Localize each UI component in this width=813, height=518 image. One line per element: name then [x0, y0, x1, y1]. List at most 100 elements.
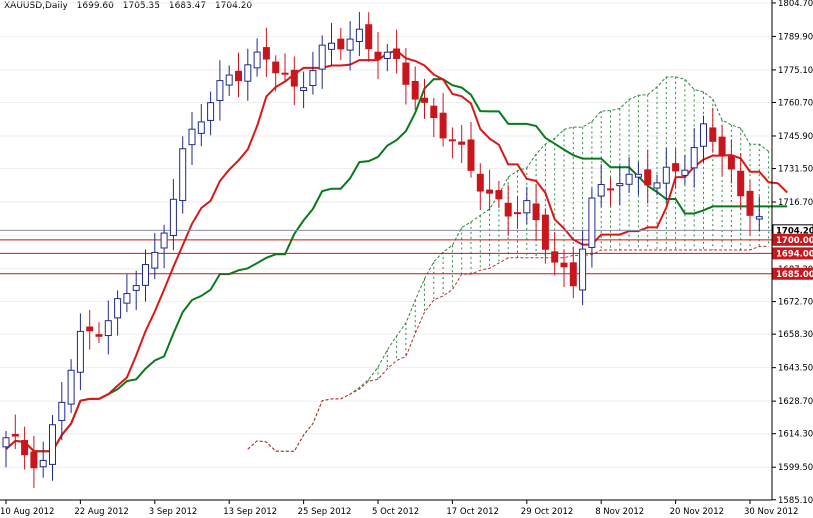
kijun-sen-line [5, 78, 788, 453]
bear-candle [95, 334, 103, 337]
bull-candle [225, 74, 233, 86]
price-tick-label: 1745.90 [778, 132, 813, 142]
bull-candle [634, 173, 642, 178]
bull-candle [142, 264, 149, 286]
bull-candle [346, 38, 354, 51]
bear-candle [486, 189, 494, 194]
bull-candle [653, 182, 661, 189]
bear-candle [532, 203, 540, 221]
price-tick-label: 1716.70 [778, 198, 813, 208]
bull-candle [207, 102, 215, 121]
bear-candle [393, 48, 401, 60]
bull-candle [681, 169, 689, 176]
bull-candle [309, 70, 317, 87]
time-tick-label: 20 Nov 2012 [670, 507, 724, 517]
bear-candle [644, 169, 652, 186]
bull-candle [383, 51, 391, 60]
bull-candle [67, 369, 75, 405]
bear-candle [21, 440, 29, 456]
level-price-tag [772, 267, 813, 280]
bull-candle [179, 148, 187, 202]
bear-candle [746, 190, 754, 216]
price-tick-label: 1804.70 [778, 0, 813, 9]
bull-candle [76, 330, 84, 373]
price-tick-label: 1599.50 [778, 463, 813, 473]
bear-candle [374, 51, 382, 60]
low-value: 1683.47 [168, 1, 207, 11]
time-tick-label: 8 Nov 2012 [595, 507, 644, 517]
high-value: 1705.35 [122, 1, 160, 11]
symbol-label: XAUUSD,Daily [4, 1, 68, 11]
time-tick-label: 10 Aug 2012 [0, 507, 54, 517]
bull-candle [588, 197, 596, 248]
time-tick-label: 29 Oct 2012 [521, 507, 574, 517]
price-tick-label: 1643.50 [778, 364, 813, 374]
candles [2, 12, 763, 488]
bear-candle [11, 433, 19, 437]
bull-candle [197, 121, 205, 134]
bear-candle [439, 112, 447, 139]
bear-candle [560, 262, 568, 268]
bull-candle [662, 166, 670, 184]
price-tick-label: 1760.70 [778, 98, 813, 108]
bull-candle [39, 459, 47, 468]
time-tick-label: 17 Oct 2012 [446, 507, 499, 517]
time-tick-label: 30 Nov 2012 [744, 507, 798, 517]
grid [0, 2, 772, 501]
open-value: 1699.60 [76, 1, 114, 11]
bear-candle [718, 136, 726, 156]
bear-candle [290, 69, 298, 87]
bear-candle [235, 70, 242, 82]
bear-candle [727, 156, 735, 170]
bear-candle [262, 47, 270, 60]
time-axis: 10 Aug 2012 22 Aug 2012 3 Sep 2012 13 Sep 2… [0, 499, 798, 517]
bull-candle [132, 285, 140, 291]
price-tick-label: 1585.10 [778, 496, 813, 506]
tenkan-sen-line [5, 49, 788, 453]
price-tick-label: 1672.70 [778, 298, 813, 308]
bull-candle [188, 128, 196, 146]
bear-candle [569, 262, 577, 287]
bear-candle [421, 97, 428, 103]
bull-candle [244, 64, 252, 82]
bull-candle [58, 401, 66, 421]
level-price-tag [772, 233, 813, 246]
time-tick-label: 25 Sep 2012 [298, 507, 352, 517]
bull-candle [2, 437, 10, 448]
price-tag-label: 1704.20 [776, 226, 813, 236]
time-tick-label: 5 Oct 2012 [372, 507, 419, 517]
close-value: 1704.20 [214, 1, 253, 11]
time-tick-label: 13 Sep 2012 [223, 507, 277, 517]
bull-candle [253, 51, 261, 69]
bear-candle [458, 141, 466, 145]
bear-candle [514, 212, 521, 215]
bear-candle [709, 127, 717, 142]
price-tag-label: 1694.00 [776, 249, 813, 259]
bear-candle [551, 251, 559, 263]
time-tick-label: 3 Sep 2012 [149, 507, 197, 517]
bull-candle [755, 216, 763, 220]
senkou-span-b-line [247, 245, 769, 452]
bull-candle [104, 320, 112, 337]
price-tag-label: 1685.00 [776, 270, 813, 280]
bull-candle [300, 87, 308, 92]
bull-candle [160, 232, 168, 249]
bear-candle [30, 451, 38, 469]
bear-candle [411, 81, 419, 100]
bull-candle [328, 42, 335, 50]
indicator-lines [5, 49, 788, 453]
bear-candle [541, 214, 549, 250]
bull-candle [597, 184, 605, 197]
bull-candle [700, 123, 707, 147]
price-tick-label: 1658.30 [778, 330, 813, 340]
bear-candle [467, 139, 475, 171]
bear-candle [672, 163, 680, 172]
bear-candle [607, 188, 614, 191]
bear-candle [737, 170, 745, 197]
bull-candle [49, 424, 56, 465]
bull-candle [169, 198, 177, 236]
chart-header: XAUUSD,Daily 1699.60 1705.35 1683.47 170… [4, 1, 258, 11]
price-tag-label: 1700.00 [776, 236, 813, 246]
bull-candle [216, 80, 224, 101]
